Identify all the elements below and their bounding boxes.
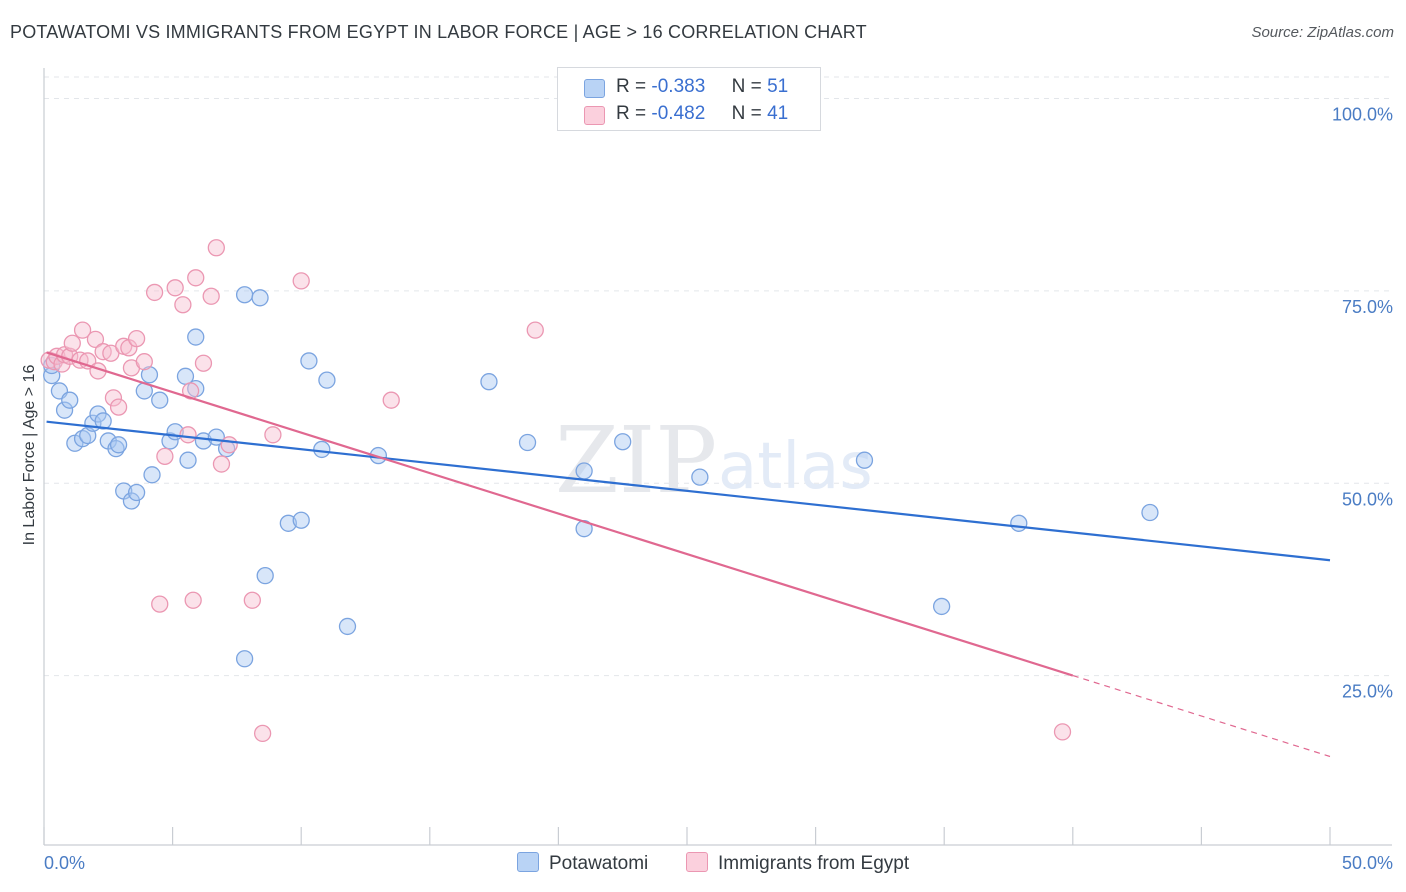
r-label: R = [616, 103, 647, 124]
watermark-atlas: atlas [718, 430, 873, 504]
point-egypt [292, 272, 310, 290]
y-tick-label: 50.0% [1342, 489, 1393, 509]
point-egypt [264, 426, 282, 444]
point-egypt [63, 334, 81, 352]
point-egypt [212, 455, 231, 473]
bottom-legend-swatch-blue [517, 852, 539, 872]
x-tick-label: 50.0% [1342, 853, 1393, 873]
gridlines [44, 76, 1392, 677]
point-potawatomi [187, 328, 205, 346]
point-potawatomi [143, 466, 161, 484]
point-egypt [179, 426, 197, 444]
point-egypt [86, 330, 105, 349]
point-potawatomi [518, 433, 537, 452]
data-points [40, 239, 1159, 743]
trend-line-potawatomi [46, 420, 1331, 562]
watermark: ZIP atlas [555, 407, 873, 514]
n-value: 41 [767, 103, 789, 124]
point-potawatomi [179, 451, 197, 469]
point-egypt [243, 591, 261, 609]
bottom-legend-label: Potawatomi [549, 853, 649, 874]
bottom-legend-potawatomi: Potawatomi [517, 852, 648, 875]
point-egypt [151, 595, 169, 613]
point-egypt [156, 447, 174, 465]
tick-labels: 25.0% 50.0% 75.0% 100.0% 0.0% 50.0% [44, 104, 1393, 873]
n-value: 51 [767, 76, 789, 97]
point-potawatomi [1141, 503, 1159, 522]
point-potawatomi [614, 433, 632, 451]
point-egypt [187, 269, 205, 287]
point-potawatomi [256, 566, 274, 585]
point-potawatomi [122, 492, 141, 510]
y-tick-label: 25.0% [1342, 682, 1393, 702]
point-potawatomi [292, 511, 310, 529]
point-potawatomi [313, 440, 331, 459]
point-potawatomi [235, 650, 254, 668]
point-egypt [127, 329, 146, 348]
bottom-legend-egypt: Immigrants from Egypt [686, 852, 909, 875]
point-potawatomi [691, 468, 709, 486]
point-egypt [174, 296, 192, 314]
chart-title: POTAWATOMI VS IMMIGRANTS FROM EGYPT IN L… [10, 22, 867, 42]
point-potawatomi [480, 373, 498, 391]
point-egypt [145, 283, 164, 302]
point-potawatomi [855, 451, 874, 469]
point-egypt [135, 353, 153, 371]
trend-lines [46, 351, 1331, 758]
y-tick-label: 75.0% [1342, 297, 1393, 317]
point-egypt [382, 391, 400, 409]
point-potawatomi [235, 286, 254, 304]
x-tick-label: 0.0% [44, 853, 85, 873]
source-credit: Source: ZipAtlas.com [1251, 24, 1394, 41]
point-potawatomi [109, 436, 128, 454]
point-egypt [184, 591, 202, 609]
point-potawatomi [94, 412, 112, 430]
legend-swatch-blue [584, 79, 605, 98]
point-potawatomi [1010, 514, 1028, 532]
point-egypt [253, 724, 272, 743]
bottom-legend-swatch-pink [686, 852, 708, 872]
point-potawatomi [279, 514, 297, 532]
point-potawatomi [338, 617, 357, 636]
bottom-legend-label: Immigrants from Egypt [718, 853, 910, 874]
point-potawatomi [140, 366, 159, 384]
point-potawatomi [73, 429, 92, 448]
r-value: -0.482 [651, 103, 706, 124]
trend-line-egypt-extrapolated [1072, 674, 1331, 758]
point-egypt [104, 389, 123, 407]
axes [43, 68, 1392, 846]
point-egypt [194, 354, 213, 372]
legend-swatch-pink [584, 106, 605, 125]
point-potawatomi [161, 432, 179, 450]
point-egypt [1053, 723, 1072, 741]
y-axis-label: In Labor Force | Age > 16 [21, 365, 38, 546]
point-egypt [220, 436, 238, 454]
n-label: N = [731, 103, 762, 124]
watermark-zip: ZIP [555, 407, 717, 514]
point-potawatomi [300, 352, 318, 370]
y-tick-label: 100.0% [1332, 104, 1393, 124]
point-egypt [73, 321, 92, 339]
r-value: -0.383 [651, 76, 706, 97]
n-label: N = [731, 76, 762, 97]
point-potawatomi [151, 391, 169, 409]
point-potawatomi [61, 391, 79, 409]
point-egypt [207, 239, 225, 257]
point-potawatomi [932, 597, 951, 616]
point-egypt [166, 279, 184, 297]
correlation-legend: R = -0.383 N = 51 R = -0.482 N = 41 [557, 67, 821, 131]
point-potawatomi [251, 289, 269, 307]
trend-line-egypt [46, 351, 1074, 677]
point-potawatomi [55, 401, 74, 419]
point-potawatomi [127, 483, 146, 502]
point-egypt [202, 287, 220, 305]
point-potawatomi [575, 462, 593, 480]
point-potawatomi [318, 371, 336, 389]
point-potawatomi [194, 432, 213, 450]
r-label: R = [616, 76, 647, 97]
point-egypt [109, 398, 128, 416]
point-egypt [526, 321, 544, 339]
